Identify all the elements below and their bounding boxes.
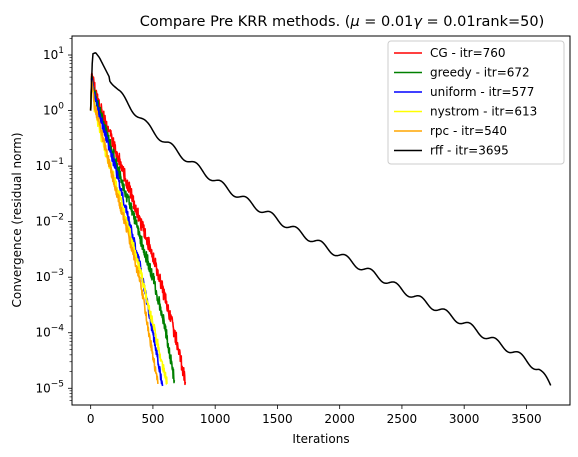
x-tick-label-2: 1000 (200, 412, 231, 426)
x-tick-label-4: 2000 (324, 412, 355, 426)
y-tick-label-4: 10−3 (35, 268, 64, 284)
x-tick-label-3: 1500 (262, 412, 293, 426)
plot-lines (89, 52, 552, 387)
legend-label-3: nystrom - itr=613 (430, 105, 537, 119)
series-line-4 (89, 79, 159, 384)
x-tick-label-7: 3500 (511, 412, 542, 426)
y-axis-label: Convergence (residual norm) (10, 132, 24, 307)
y-tick-label-0: 101 (43, 46, 64, 62)
y-tick-label-2: 10−1 (35, 157, 64, 173)
x-tick-label-5: 2500 (387, 412, 418, 426)
legend-box (387, 40, 565, 165)
y-tick-label-6: 10−5 (35, 379, 64, 395)
chart-title: Compare Pre KRR methods. (μ = 0.01γ = 0.… (140, 14, 545, 30)
x-tick-label-1: 500 (141, 412, 164, 426)
x-tick-label-0: 0 (87, 412, 95, 426)
y-tick-label-1: 100 (43, 102, 64, 118)
legend-label-5: rff - itr=3695 (430, 144, 509, 158)
y-tick-label-5: 10−4 (35, 324, 64, 340)
legend: CG - itr=760 greedy - itr=672 uniform - it… (387, 40, 565, 165)
y-tick-label-3: 10−2 (35, 213, 64, 229)
x-axis-label: Iterations (292, 432, 349, 446)
legend-label-4: rpc - itr=540 (430, 124, 507, 138)
y-axis-ticks: 101 100 10−1 10−2 10−3 10−4 10−5 (35, 37, 72, 401)
legend-label-1: greedy - itr=672 (430, 66, 530, 80)
series-line-5 (89, 52, 552, 386)
series-line-0 (89, 72, 187, 386)
plot-frame (71, 35, 571, 406)
legend-label-0: CG - itr=760 (430, 46, 506, 60)
x-tick-label-6: 3000 (449, 412, 480, 426)
legend-label-2: uniform - itr=577 (430, 85, 534, 99)
x-axis-ticks: 0 500 1000 1500 2000 2500 3000 3500 (87, 405, 542, 426)
